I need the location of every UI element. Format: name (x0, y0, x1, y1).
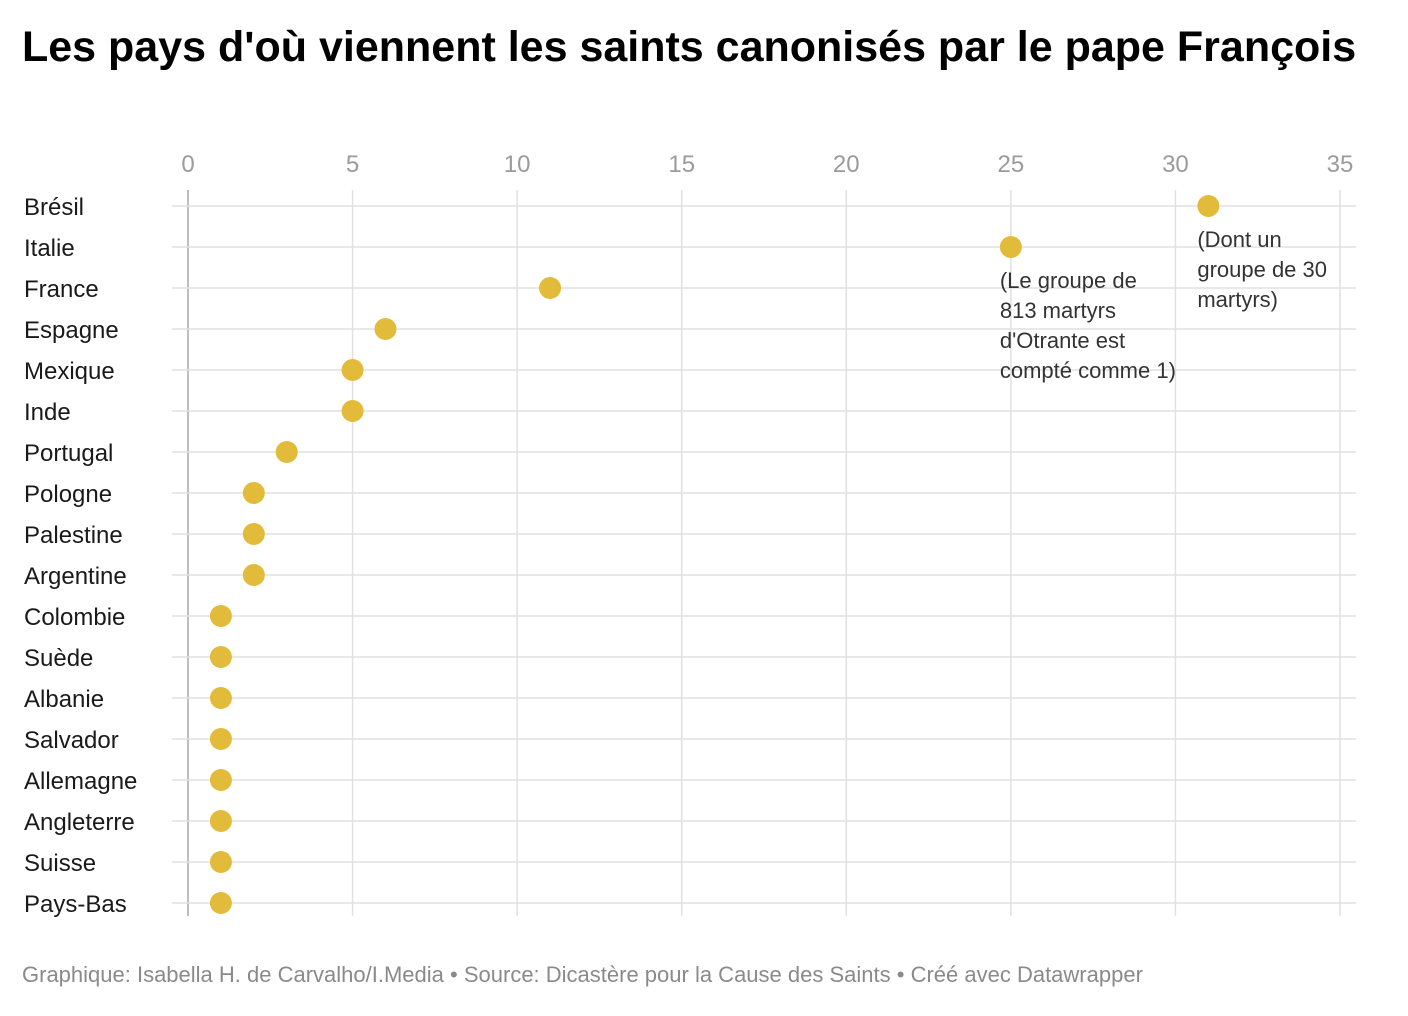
x-tick-label-10: 10 (504, 151, 531, 178)
dot-bresil (1197, 195, 1220, 217)
dot-suisse (209, 851, 232, 873)
annotation-line: (Dont un (1197, 227, 1281, 252)
annotation-italie: (Le groupe de 813 martyrs d'Otrante est com… (1000, 268, 1176, 383)
category-label-france: France (24, 276, 99, 303)
category-label-pays-bas: Pays-Bas (24, 891, 127, 918)
grid-layer (172, 190, 1356, 916)
category-label-colombie: Colombie (24, 604, 125, 631)
x-tick-label-0: 0 (181, 151, 194, 178)
category-label-albanie: Albanie (24, 686, 104, 713)
dot-albanie (209, 687, 232, 709)
category-label-bresil: Brésil (24, 194, 84, 221)
category-label-inde: Inde (24, 399, 71, 426)
category-label-portugal: Portugal (24, 440, 113, 467)
dot-pays-bas (209, 892, 232, 914)
category-label-mexique: Mexique (24, 358, 115, 385)
chart-footer: Graphique: Isabella H. de Carvalho/I.Med… (22, 962, 1143, 988)
dot-france (539, 277, 562, 299)
dot-italie (999, 236, 1022, 258)
category-label-angleterre: Angleterre (24, 809, 135, 836)
category-labels: Brésil Italie France Espagne Mexique Inde Port… (24, 194, 137, 918)
category-label-suede: Suède (24, 645, 93, 672)
x-tick-label-35: 35 (1327, 151, 1354, 178)
annotations: (Dont un groupe de 30 martyrs) (Le groupe d… (1000, 227, 1327, 383)
annotation-line: 813 martyrs (1000, 298, 1116, 323)
data-points (209, 195, 1220, 914)
dot-pologne (242, 482, 265, 504)
x-tick-label-20: 20 (833, 151, 860, 178)
annotation-line: martyrs) (1197, 287, 1278, 312)
category-label-argentine: Argentine (24, 563, 127, 590)
annotation-line: compté comme 1) (1000, 358, 1176, 383)
dot-suede (209, 646, 232, 668)
dot-plot-chart: 0 5 10 15 20 25 30 35 Brésil Italie France Espagne… (24, 151, 1356, 918)
category-label-pologne: Pologne (24, 481, 112, 508)
category-label-salvador: Salvador (24, 727, 119, 754)
footer-credit: Graphique: Isabella H. de Carvalho/I.Med… (22, 962, 444, 987)
dot-allemagne (209, 769, 232, 791)
dot-espagne (374, 318, 397, 340)
dot-salvador (209, 728, 232, 750)
annotation-line: d'Otrante est (1000, 328, 1125, 353)
x-tick-label-30: 30 (1162, 151, 1189, 178)
category-label-espagne: Espagne (24, 317, 119, 344)
x-tick-label-15: 15 (668, 151, 695, 178)
dot-colombie (209, 605, 232, 627)
dot-argentine (242, 564, 265, 586)
x-tick-label-5: 5 (346, 151, 359, 178)
category-label-allemagne: Allemagne (24, 768, 137, 795)
dot-mexique (341, 359, 364, 381)
annotation-line: (Le groupe de (1000, 268, 1137, 293)
dot-palestine (242, 523, 265, 545)
category-label-italie: Italie (24, 235, 75, 262)
annotation-line: groupe de 30 (1197, 257, 1327, 282)
footer-separator-1: • (443, 962, 464, 987)
dot-inde (341, 400, 364, 422)
annotation-bresil: (Dont un groupe de 30 martyrs) (1197, 227, 1327, 312)
category-label-suisse: Suisse (24, 850, 96, 877)
x-axis-ticks: 0 5 10 15 20 25 30 35 (181, 151, 1353, 178)
category-label-palestine: Palestine (24, 522, 123, 549)
chart-title: Les pays d'où viennent les saints canoni… (22, 23, 1357, 71)
dot-angleterre (209, 810, 232, 832)
footer-separator-2: • (890, 962, 911, 987)
dot-portugal (275, 441, 298, 463)
footer-source: Source: Dicastère pour la Cause des Sain… (463, 962, 891, 987)
footer-tool: Créé avec Datawrapper (910, 962, 1143, 987)
x-tick-label-25: 25 (998, 151, 1025, 178)
